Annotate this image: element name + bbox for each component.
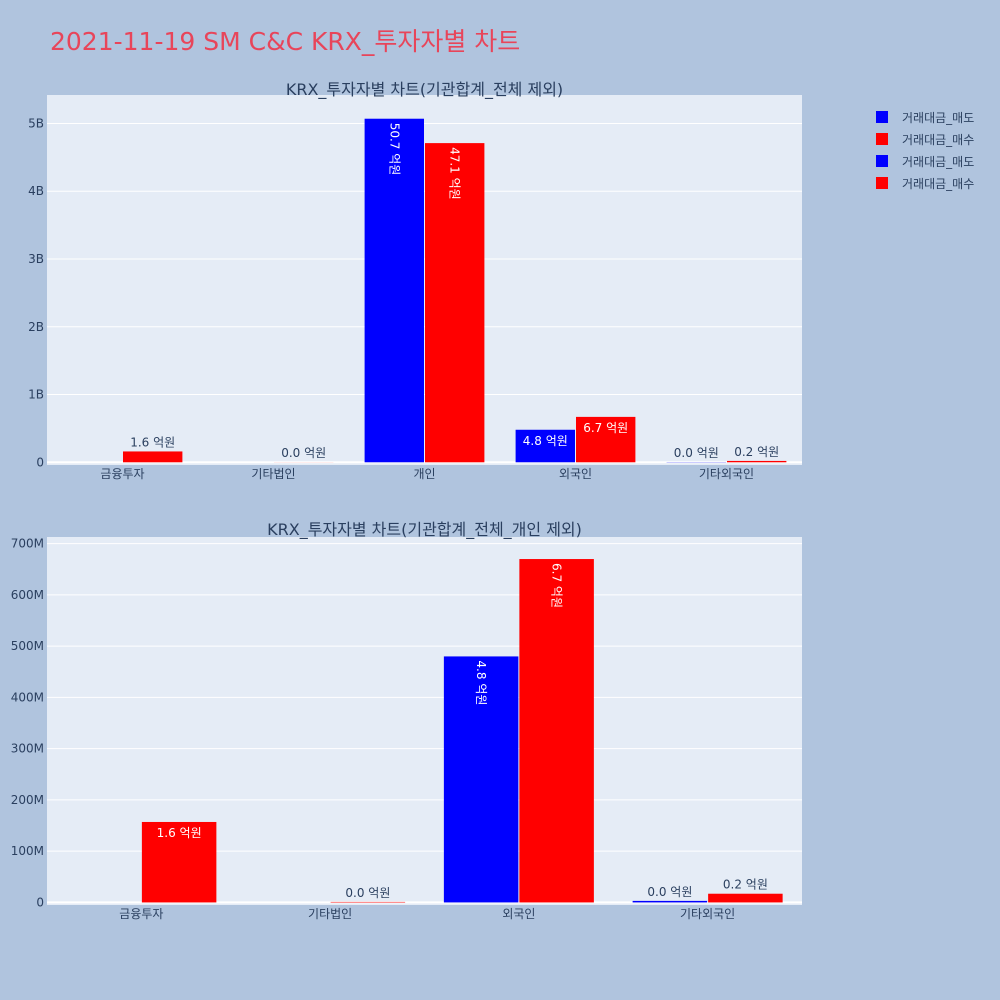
- data-label: 6.7 억원: [550, 563, 564, 608]
- y-tick-label: 500M: [11, 639, 44, 653]
- data-label: 1.6 억원: [157, 826, 202, 840]
- bar: [576, 416, 636, 463]
- x-tick-label: 금융투자: [100, 467, 144, 481]
- bar: [123, 451, 183, 463]
- legend-item-sell[interactable]: 거래대금_매도: [876, 106, 974, 128]
- bar: [364, 118, 424, 463]
- legend-swatch-icon: [876, 133, 888, 145]
- data-label: 47.1 억원: [448, 147, 462, 200]
- x-tick-label: 기타법인: [308, 907, 352, 921]
- x-tick-label: 외국인: [559, 467, 592, 481]
- x-tick-label: 금융투자: [119, 907, 163, 921]
- chart-panel-1: 0 1B 2B 3B 4B 5B KRX_투자자별 차트(기관합계_전체 제외) 금융투자 1.…: [28, 80, 802, 481]
- y-tick-label: 300M: [11, 742, 44, 756]
- data-label: 6.7 억원: [583, 421, 628, 435]
- legend-item-buy[interactable]: 거래대금_매수: [876, 128, 974, 150]
- data-label: 0.2 억원: [734, 445, 779, 459]
- x-tick-label: 기타외국인: [699, 467, 754, 481]
- chart-title: KRX_투자자별 차트(기관합계_전체 제외): [286, 80, 563, 100]
- y-tick-label: 4B: [28, 184, 44, 198]
- legend-label: 거래대금_매수: [902, 176, 975, 191]
- data-label: 0.0 억원: [674, 446, 719, 460]
- page-title: 2021-11-19 SM C&C KRX_투자자별 차트: [50, 27, 521, 56]
- y-tick-label: 200M: [11, 793, 44, 807]
- data-label: 4.8 억원: [474, 660, 488, 705]
- legend-item-buy[interactable]: 거래대금_매수: [876, 172, 974, 194]
- y-tick-label: 100M: [11, 844, 44, 858]
- data-label: 0.0 억원: [345, 886, 390, 900]
- bar: [727, 460, 787, 463]
- bar: [425, 143, 485, 463]
- legend: 거래대금_매도 거래대금_매수 거래대금_매도 거래대금_매수: [876, 106, 974, 194]
- x-tick-label: 외국인: [502, 907, 535, 921]
- bar: [515, 429, 575, 463]
- data-label: 0.0 억원: [647, 885, 692, 899]
- x-tick-label: 기타법인: [251, 467, 295, 481]
- y-tick-label: 1B: [28, 388, 44, 402]
- chart-panel-2: 0 100M 200M 300M 400M 500M 600M 700M KRX_투자자별 차트…: [11, 520, 802, 921]
- y-tick-label: 2B: [28, 320, 44, 334]
- data-label: 4.8 억원: [523, 434, 568, 448]
- bar: [519, 559, 594, 903]
- x-tick-label: 개인: [413, 467, 435, 481]
- y-tick-label: 0: [36, 895, 44, 909]
- plot-area: [47, 95, 802, 465]
- bar: [632, 900, 708, 903]
- bar: [443, 656, 519, 903]
- legend-swatch-icon: [876, 155, 888, 167]
- data-label: 1.6 억원: [130, 435, 175, 449]
- y-tick-label: 700M: [11, 537, 44, 551]
- legend-item-sell[interactable]: 거래대금_매도: [876, 150, 974, 172]
- data-label: 0.0 억원: [281, 446, 326, 460]
- legend-swatch-icon: [876, 177, 888, 189]
- bar: [708, 893, 783, 903]
- y-tick-label: 3B: [28, 252, 44, 266]
- chart-title: KRX_투자자별 차트(기관합계_전체_개인 제외): [267, 520, 582, 540]
- bar: [141, 821, 217, 903]
- data-label: 50.7 억원: [387, 123, 401, 176]
- x-tick-label: 기타외국인: [680, 907, 735, 921]
- legend-label: 거래대금_매수: [902, 132, 975, 147]
- y-tick-label: 5B: [28, 116, 44, 130]
- y-tick-label: 400M: [11, 690, 44, 704]
- legend-label: 거래대금_매도: [902, 110, 975, 125]
- legend-swatch-icon: [876, 111, 888, 123]
- y-tick-label: 0: [36, 455, 44, 469]
- y-tick-label: 600M: [11, 588, 44, 602]
- legend-label: 거래대금_매도: [902, 154, 975, 169]
- data-label: 0.2 억원: [723, 878, 768, 892]
- bar: [330, 901, 406, 903]
